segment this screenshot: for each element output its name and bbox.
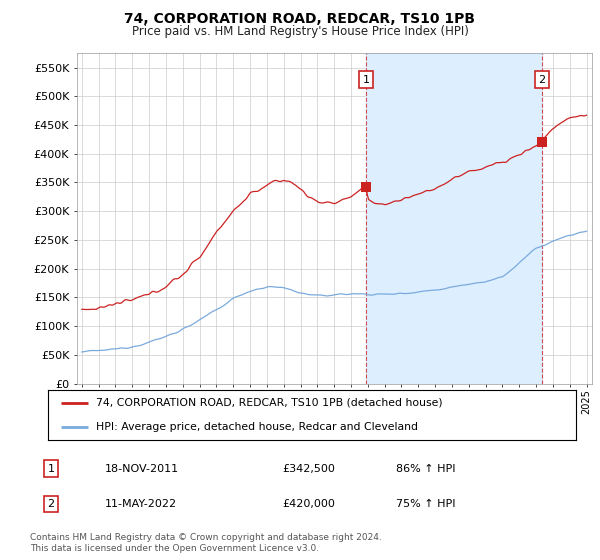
Text: 74, CORPORATION ROAD, REDCAR, TS10 1PB: 74, CORPORATION ROAD, REDCAR, TS10 1PB [125, 12, 476, 26]
Text: 1: 1 [47, 464, 55, 474]
Text: £342,500: £342,500 [282, 464, 335, 474]
Text: 18-NOV-2011: 18-NOV-2011 [105, 464, 179, 474]
Text: 11-MAY-2022: 11-MAY-2022 [105, 499, 177, 509]
Text: HPI: Average price, detached house, Redcar and Cleveland: HPI: Average price, detached house, Redc… [95, 422, 418, 432]
Text: Contains HM Land Registry data © Crown copyright and database right 2024.
This d: Contains HM Land Registry data © Crown c… [30, 533, 382, 553]
Text: 2: 2 [539, 74, 546, 85]
Text: 75% ↑ HPI: 75% ↑ HPI [396, 499, 455, 509]
Text: Price paid vs. HM Land Registry's House Price Index (HPI): Price paid vs. HM Land Registry's House … [131, 25, 469, 38]
Text: 86% ↑ HPI: 86% ↑ HPI [396, 464, 455, 474]
Bar [366, 53, 542, 384]
Text: 74, CORPORATION ROAD, REDCAR, TS10 1PB (detached house): 74, CORPORATION ROAD, REDCAR, TS10 1PB (… [95, 398, 442, 408]
Text: 1: 1 [362, 74, 370, 85]
Text: 2: 2 [47, 499, 55, 509]
Text: £420,000: £420,000 [282, 499, 335, 509]
